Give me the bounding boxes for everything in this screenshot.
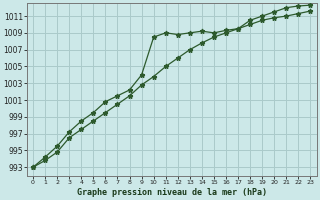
X-axis label: Graphe pression niveau de la mer (hPa): Graphe pression niveau de la mer (hPa) xyxy=(77,188,267,197)
